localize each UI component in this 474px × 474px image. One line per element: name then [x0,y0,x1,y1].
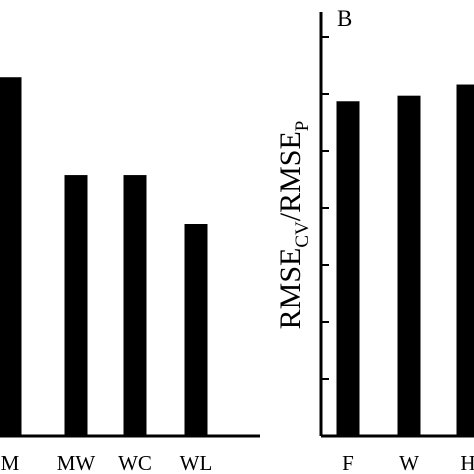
bar-h [456,84,474,437]
x-tick-label-wc: WC [118,451,152,474]
x-tick-label-mw: MW [57,451,96,474]
bar-wc [123,175,147,437]
x-tick-label-w: W [399,451,419,474]
x-tick-label-h: H [460,451,474,474]
panel-b-label: B [337,6,352,31]
panel-a-chart: M MW WC WL [0,77,260,474]
bar-f [336,101,360,437]
panel-b-y-axis-label: RMSECV/RMSEP [274,121,313,330]
x-tick-label-wl: WL [180,451,213,474]
x-tick-label-m: M [1,451,20,474]
panel-a-x-tick-labels: M MW WC WL [1,451,213,474]
bar-w [397,95,421,437]
panel-b-chart: B RMSECV/RMSEP F W H [274,6,474,474]
panel-b-bars [336,84,474,437]
bar-wl [184,224,208,436]
panel-b-y-ticks [321,36,329,380]
x-tick-label-f: F [342,451,354,474]
panel-a-bars [0,77,208,437]
bar-mw [64,175,88,437]
bar-m [0,77,22,436]
